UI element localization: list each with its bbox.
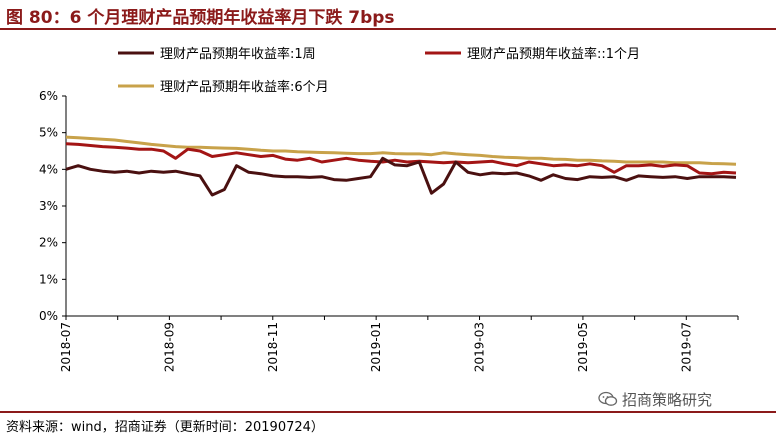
y-tick-label: 3% [39,199,58,213]
title-bar: 图 80：6 个月理财产品预期年收益率月下跌 7bps [0,0,776,30]
figure-title: 图 80：6 个月理财产品预期年收益率月下跌 7bps [6,8,395,28]
legend-label: 理财产品预期年收益率:6个月 [160,79,329,95]
watermark-text: 招商策略研究 [622,390,713,409]
series-line [65,156,737,197]
legend-label: 理财产品预期年收益率::1个月 [467,46,640,62]
x-tick-label: 2019-01 [369,322,383,372]
x-tick-label: 2019-07 [679,322,693,372]
x-tick-label: 2018-09 [162,322,176,372]
y-tick-label: 2% [39,236,58,250]
legend-label: 理财产品预期年收益率:1周 [160,46,316,62]
y-tick-label: 4% [39,162,58,176]
y-tick-label: 0% [39,309,58,323]
watermark: 招商策略研究 [598,389,712,409]
x-tick-label: 2019-05 [576,322,590,372]
footer-rule [0,411,776,413]
line-chart: 0% 1% 2% 3% 4% 5% 6% 2018-07 2018-09 2018-11 2019-… [39,46,739,372]
x-tick-label: 2019-03 [473,322,487,372]
y-tick-label: 5% [39,126,58,140]
y-tick-label: 1% [39,272,58,286]
y-tick-label: 6% [39,89,58,103]
x-tick-label: 2018-11 [266,322,280,372]
series-line [65,142,737,176]
title-rule [0,28,776,30]
wechat-icon [598,391,618,406]
x-tick-label: 2018-07 [59,322,73,372]
source-note: 资料来源：wind，招商证券（更新时间：20190724） [6,420,324,435]
series-line [65,135,737,166]
